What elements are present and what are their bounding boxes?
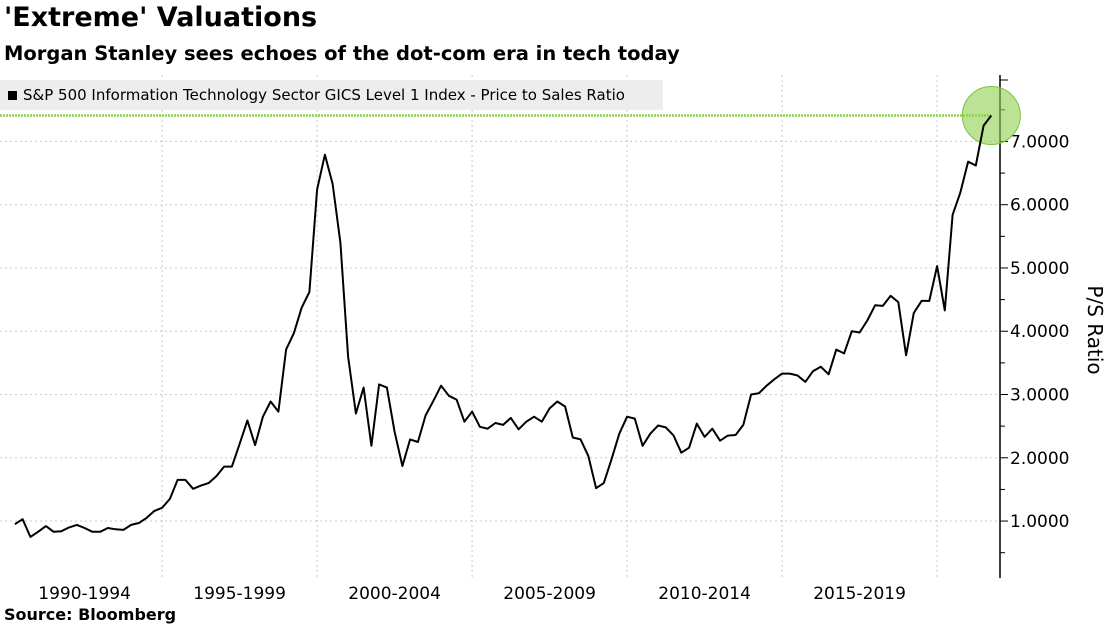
y-axis-title: P/S Ratio (1083, 285, 1107, 374)
x-tick-label: 2010-2014 (658, 584, 751, 604)
y-tick-label: 3.0000 (1010, 386, 1069, 406)
gridlines (0, 75, 1000, 578)
y-tick-label: 4.0000 (1010, 322, 1069, 342)
y-tick-label: 1.0000 (1010, 512, 1069, 532)
y-tick-label: 6.0000 (1010, 196, 1069, 216)
source-note: Source: Bloomberg (4, 605, 177, 624)
y-axis: 1.0000 2.0000 3.0000 4.0000 5.0000 6.0000 7.00… (999, 75, 1069, 578)
x-tick-label: 1990-1994 (38, 584, 131, 604)
y-tick-label: 2.0000 (1010, 449, 1069, 469)
x-tick-label: 1995-1999 (193, 584, 286, 604)
x-tick-label: 2015-2019 (813, 584, 906, 604)
x-tick-label: 2000-2004 (348, 584, 441, 604)
chart-title: 'Extreme' Valuations (4, 2, 318, 33)
legend-swatch (8, 90, 17, 100)
series-line (14, 114, 993, 538)
y-tick-label: 7.0000 (1010, 132, 1069, 152)
x-axis-labels: 1990-1994 1995-1999 2000-2004 2005-2009 2010… (38, 584, 906, 604)
chart-subtitle: Morgan Stanley sees echoes of the dot-co… (4, 42, 680, 65)
last-value-circle (961, 85, 1021, 145)
y-tick-label: 5.0000 (1010, 259, 1069, 279)
last-value-highlight (0, 85, 1021, 145)
legend: S&P 500 Information Technology Sector GI… (0, 80, 663, 110)
legend-label: S&P 500 Information Technology Sector GI… (23, 86, 625, 104)
x-tick-label: 2005-2009 (503, 584, 596, 604)
